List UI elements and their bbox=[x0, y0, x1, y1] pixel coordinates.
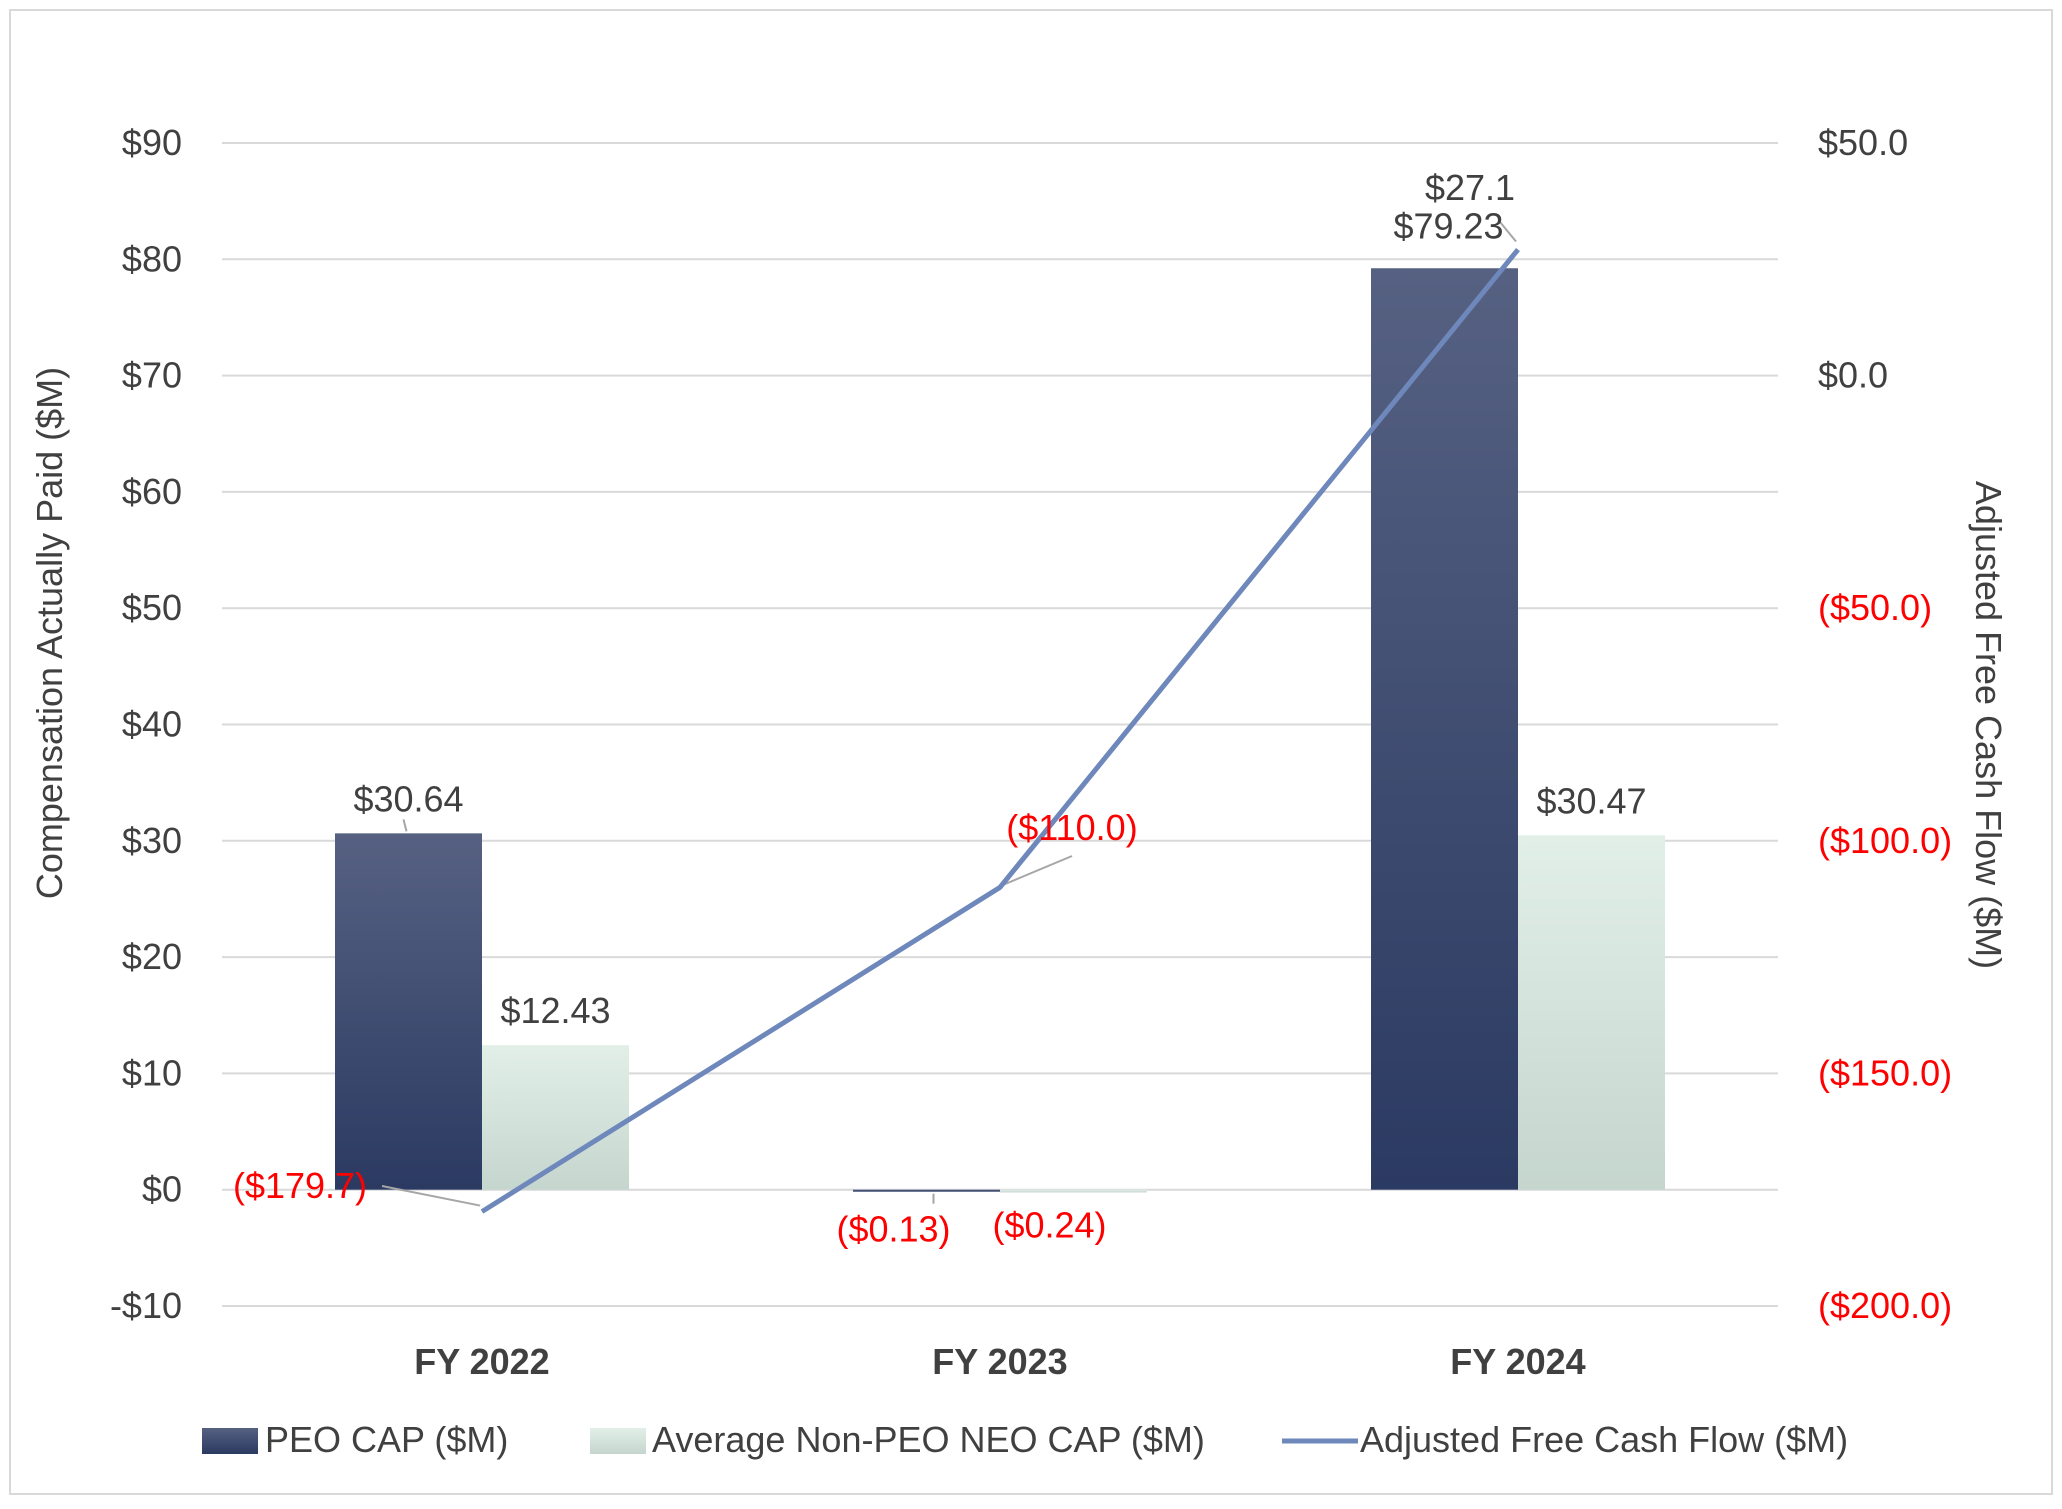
legend-label-fcf: Adjusted Free Cash Flow ($M) bbox=[1360, 1419, 1848, 1460]
y-tick-label: $10 bbox=[122, 1052, 182, 1093]
chart-border bbox=[9, 9, 2053, 1495]
data-label-neo: ($0.24) bbox=[992, 1205, 1106, 1246]
legend-label-neo: Average Non-PEO NEO CAP ($M) bbox=[652, 1419, 1205, 1460]
data-label-fcf: $27.1 bbox=[1425, 167, 1515, 208]
legend-swatch-peo bbox=[202, 1428, 258, 1454]
y-tick-label: $0 bbox=[142, 1169, 182, 1210]
y2-tick-label: ($150.0) bbox=[1818, 1052, 1952, 1093]
x-tick-label: FY 2022 bbox=[414, 1341, 549, 1382]
data-label-fcf: ($179.7) bbox=[233, 1165, 367, 1206]
leader-line bbox=[381, 1185, 481, 1207]
bar-neo bbox=[1000, 1189, 1147, 1193]
line-fcf bbox=[480, 247, 1520, 1214]
y-tick-label: $30 bbox=[122, 820, 182, 861]
y-tick-label: -$10 bbox=[110, 1285, 182, 1326]
y2-tick-label: ($50.0) bbox=[1818, 587, 1932, 628]
left-axis-ticks: -$10 $0 $10 $20 $30 $40 $50 $60 $70 $80 $90 bbox=[110, 122, 182, 1326]
y-tick-label: $40 bbox=[122, 704, 182, 745]
y2-tick-label: ($100.0) bbox=[1818, 820, 1952, 861]
leader-line bbox=[402, 819, 408, 832]
y-axis-title: Compensation Actually Paid ($M) bbox=[29, 367, 70, 899]
leader-line bbox=[1001, 855, 1073, 887]
label-leader-lines bbox=[381, 221, 1517, 1207]
y-tick-label: $60 bbox=[122, 471, 182, 512]
bar-neo bbox=[1518, 835, 1665, 1190]
x-tick-label: FY 2023 bbox=[932, 1341, 1067, 1382]
leader-line bbox=[1499, 221, 1517, 243]
y-tick-label: $90 bbox=[122, 122, 182, 163]
y2-tick-label: ($200.0) bbox=[1818, 1285, 1952, 1326]
y2-tick-label: $50.0 bbox=[1818, 122, 1908, 163]
data-label-peo: $30.64 bbox=[353, 778, 463, 819]
data-label-peo: $79.23 bbox=[1393, 205, 1503, 246]
legend: PEO CAP ($M) Average Non-PEO NEO CAP ($M… bbox=[202, 1419, 1848, 1460]
legend-swatch-neo bbox=[590, 1428, 646, 1454]
y-tick-label: $20 bbox=[122, 936, 182, 977]
y-tick-label: $70 bbox=[122, 355, 182, 396]
category-axis: FY 2022 FY 2023 FY 2024 bbox=[414, 1341, 1585, 1382]
data-label-peo: ($0.13) bbox=[836, 1209, 950, 1250]
y2-axis-title: Adjusted Free Cash Flow ($M) bbox=[1968, 481, 2009, 969]
bar-peo bbox=[1371, 268, 1518, 1190]
right-axis-ticks: ($200.0) ($150.0) ($100.0) ($50.0) $0.0 $50.0 bbox=[1818, 122, 1952, 1326]
data-label-fcf: ($110.0) bbox=[1006, 807, 1137, 848]
bar-peo bbox=[335, 833, 482, 1190]
y-tick-label: $80 bbox=[122, 238, 182, 279]
line-series bbox=[480, 247, 1520, 1214]
data-labels: $30.64 ($0.13) $79.23 $12.43 ($0.24) $30.47 ($… bbox=[233, 167, 1647, 1250]
y2-tick-label: $0.0 bbox=[1818, 355, 1888, 396]
data-label-neo: $12.43 bbox=[500, 990, 610, 1031]
data-label-neo: $30.47 bbox=[1536, 780, 1646, 821]
y-tick-label: $50 bbox=[122, 587, 182, 628]
bar-peo bbox=[853, 1189, 1000, 1192]
x-tick-label: FY 2024 bbox=[1450, 1341, 1585, 1382]
legend-label-peo: PEO CAP ($M) bbox=[265, 1419, 508, 1460]
